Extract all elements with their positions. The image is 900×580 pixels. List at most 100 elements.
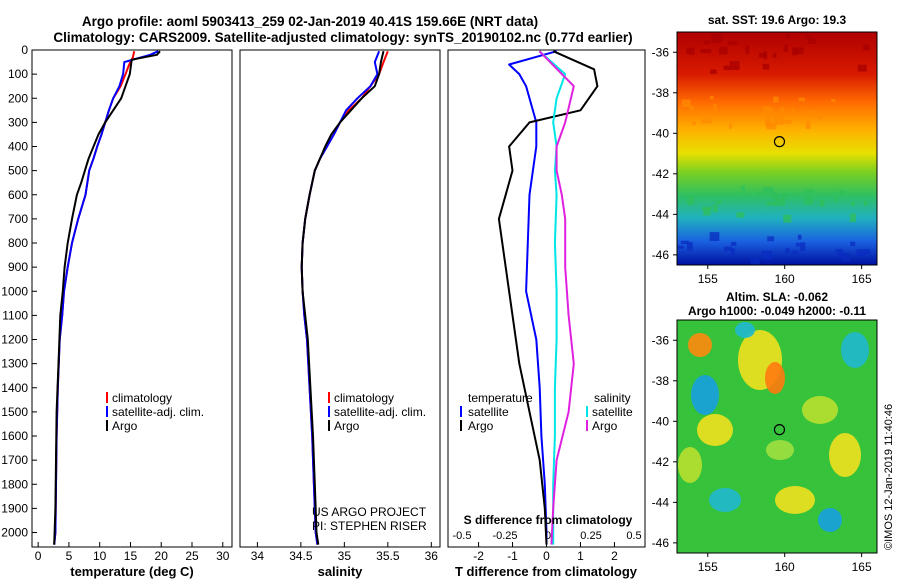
sst-cell — [701, 118, 712, 124]
salinity-profile-lines — [300, 50, 389, 545]
sla-anomaly — [775, 486, 815, 514]
lat-tick-label: -44 — [652, 495, 670, 509]
sla-anomaly — [697, 414, 733, 446]
legend-title-salinity: salinity — [594, 391, 631, 405]
sst-cell — [785, 247, 790, 254]
sla-anomaly — [765, 362, 785, 394]
lat-tick-label: -44 — [652, 207, 670, 221]
x-tick-label: 36 — [425, 549, 439, 563]
legend-swatch-climatology — [328, 392, 330, 403]
sst-cell — [709, 232, 720, 242]
sst-texture — [677, 32, 871, 265]
s-difference-axis-label: S difference from climatology — [464, 513, 633, 527]
sst-cell — [805, 121, 811, 130]
sla-anomaly — [735, 322, 755, 338]
temperature-axis-label: temperature (deg C) — [70, 564, 194, 579]
lon-tick-label: 165 — [852, 272, 872, 286]
series-argo — [300, 50, 385, 545]
sst-cell — [680, 240, 689, 245]
x-tick-label: 0 — [543, 549, 550, 563]
salinity-axis-label: salinity — [318, 564, 364, 579]
lat-tick-label: -46 — [652, 248, 670, 262]
temperature-profile-lines — [53, 50, 161, 545]
lat-tick-label: -38 — [652, 374, 670, 388]
sst-cell — [771, 192, 778, 199]
sst-cell — [791, 250, 799, 255]
sst-cell — [857, 64, 867, 72]
legend-label-temperature-satellite: satellite — [468, 405, 509, 419]
depth-tick-label: 1700 — [1, 453, 28, 467]
sst-cell — [729, 123, 733, 129]
sst-cell — [842, 253, 850, 262]
s-difference-axis-ticks: -0.5 -0.25 0 0.25 0.5 — [453, 530, 642, 542]
x-tick-label: 30 — [216, 549, 230, 563]
legend-label-satellite: satellite-adj. clim. — [334, 405, 426, 419]
lon-tick-label: 155 — [698, 272, 718, 286]
sst-cell — [806, 109, 817, 118]
legend-swatch-salinity-satellite — [586, 406, 588, 417]
imos-credit: ©IMOS 12-Jan-2019 11:40:46 — [883, 404, 895, 550]
sst-cell — [783, 214, 792, 223]
sst-cell — [710, 69, 717, 74]
sla-anomaly — [766, 440, 794, 460]
sst-cell — [724, 246, 732, 251]
series-temperature-argo — [497, 50, 599, 545]
series-salinity-argo — [538, 50, 575, 545]
sst-cell — [781, 193, 788, 198]
depth-tick-label: 100 — [8, 67, 28, 81]
x-tick-label: 15 — [124, 549, 138, 563]
x-tick-label: 2 — [611, 549, 618, 563]
sst-cell — [741, 185, 745, 194]
legend-label-salinity-argo: Argo — [592, 419, 618, 433]
s-tick-label: -0.5 — [453, 530, 472, 542]
sst-field — [677, 32, 877, 265]
sst-cell — [797, 234, 802, 240]
depth-tick-label: 900 — [8, 260, 28, 274]
lon-tick-label: 160 — [775, 272, 795, 286]
sla-anomaly — [709, 488, 741, 512]
sst-cell — [804, 196, 814, 205]
sst-map-frame — [676, 31, 878, 266]
sst-cell — [755, 191, 763, 195]
sla-map-subtitle: Argo h1000: -0.049 h2000: -0.11 — [688, 304, 866, 318]
sst-cell — [850, 241, 856, 247]
sst-cell — [805, 34, 813, 40]
sla-map: Altim. SLA: -0.062 Argo h1000: -0.049 h2… — [652, 290, 878, 574]
depth-tick-label: 0 — [21, 43, 28, 57]
sst-cell — [856, 249, 866, 257]
salinity-panel: 34 34.5 35 35.5 36 salinity climatology sate… — [239, 49, 441, 579]
depth-axis-ticks: 0 100 200 300 400 500 600 700 800 900 1000 1100 1200… — [1, 43, 37, 540]
legend-swatch-salinity-argo — [586, 420, 588, 431]
sst-cell — [713, 104, 717, 111]
sst-cell — [723, 65, 731, 71]
project-credit: US ARGO PROJECT — [312, 505, 427, 519]
depth-tick-label: 2000 — [1, 526, 28, 540]
s-tick-label: 0.5 — [626, 530, 641, 542]
x-tick-label: 25 — [185, 549, 199, 563]
sst-cell — [773, 96, 779, 103]
lat-tick-label: -46 — [652, 536, 670, 550]
sla-anomaly — [841, 332, 869, 368]
sst-cell — [762, 63, 770, 70]
sst-map-title: sat. SST: 19.6 Argo: 19.3 — [708, 13, 847, 27]
sst-cell — [835, 249, 844, 253]
sst-cell — [849, 213, 856, 223]
difference-legend: temperature satellite Argo salinity sate… — [460, 391, 633, 433]
sla-texture — [678, 322, 869, 532]
salinity-axis-ticks: 34 34.5 35 35.5 36 — [251, 542, 439, 563]
sst-cell — [712, 204, 718, 213]
legend-swatch-temperature-satellite — [460, 406, 462, 417]
x-tick-label: 5 — [66, 549, 73, 563]
depth-tick-label: 1200 — [1, 333, 28, 347]
sst-cell — [765, 201, 777, 206]
s-tick-label: 0 — [545, 530, 551, 542]
depth-tick-label: 1100 — [2, 308, 28, 322]
sla-anomaly — [688, 333, 712, 357]
depth-tick-label: 500 — [8, 164, 28, 178]
sst-cell — [687, 196, 694, 206]
legend-swatch-temperature-argo — [460, 420, 462, 431]
s-tick-label: 0.25 — [580, 530, 601, 542]
legend-swatch-satellite — [106, 406, 108, 417]
sst-cell — [833, 197, 838, 202]
sst-cell — [758, 52, 768, 58]
